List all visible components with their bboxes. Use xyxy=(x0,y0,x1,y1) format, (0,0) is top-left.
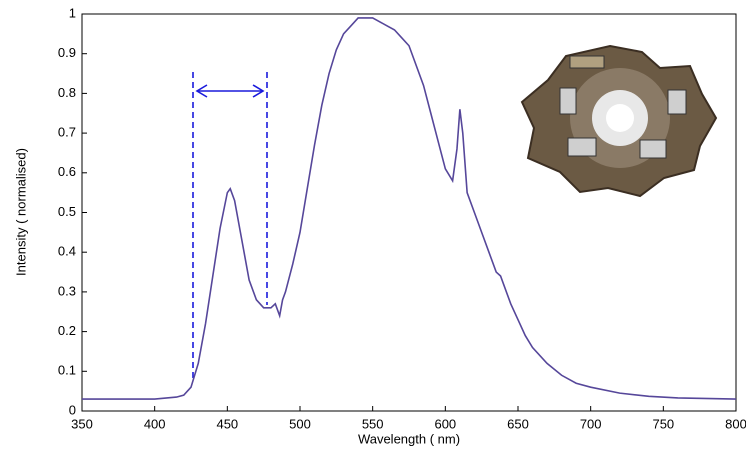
x-tick-label: 750 xyxy=(652,416,674,431)
annotation xyxy=(192,72,268,380)
led-image xyxy=(520,44,718,198)
y-axis-label: Intensity ( normalised) xyxy=(13,148,28,276)
x-tick-label: 650 xyxy=(507,416,529,431)
x-tick-label: 500 xyxy=(289,416,311,431)
x-tick-label: 400 xyxy=(144,416,166,431)
x-tick-label: 800 xyxy=(725,416,746,431)
y-tick-label: 0.9 xyxy=(58,45,76,60)
y-tick-label: 0.3 xyxy=(58,283,76,298)
y-tick-label: 0.8 xyxy=(58,85,76,100)
y-tick-label: 0.1 xyxy=(58,363,76,378)
x-axis-label: Wavelength ( nm) xyxy=(358,431,460,446)
x-tick-label: 450 xyxy=(216,416,238,431)
y-tick-label: 0.2 xyxy=(58,323,76,338)
y-tick-label: 0.7 xyxy=(58,125,76,140)
y-tick-label: 0.4 xyxy=(58,244,76,259)
x-tick-label: 550 xyxy=(362,416,384,431)
y-tick-label: 1 xyxy=(69,5,76,20)
x-tick-label: 350 xyxy=(71,416,93,431)
y-tick-label: 0 xyxy=(69,402,76,417)
y-tick-label: 0.5 xyxy=(58,204,76,219)
y-tick-label: 0.6 xyxy=(58,164,76,179)
data-line xyxy=(82,17,737,400)
x-tick-label: 700 xyxy=(580,416,602,431)
x-tick-label: 600 xyxy=(434,416,456,431)
